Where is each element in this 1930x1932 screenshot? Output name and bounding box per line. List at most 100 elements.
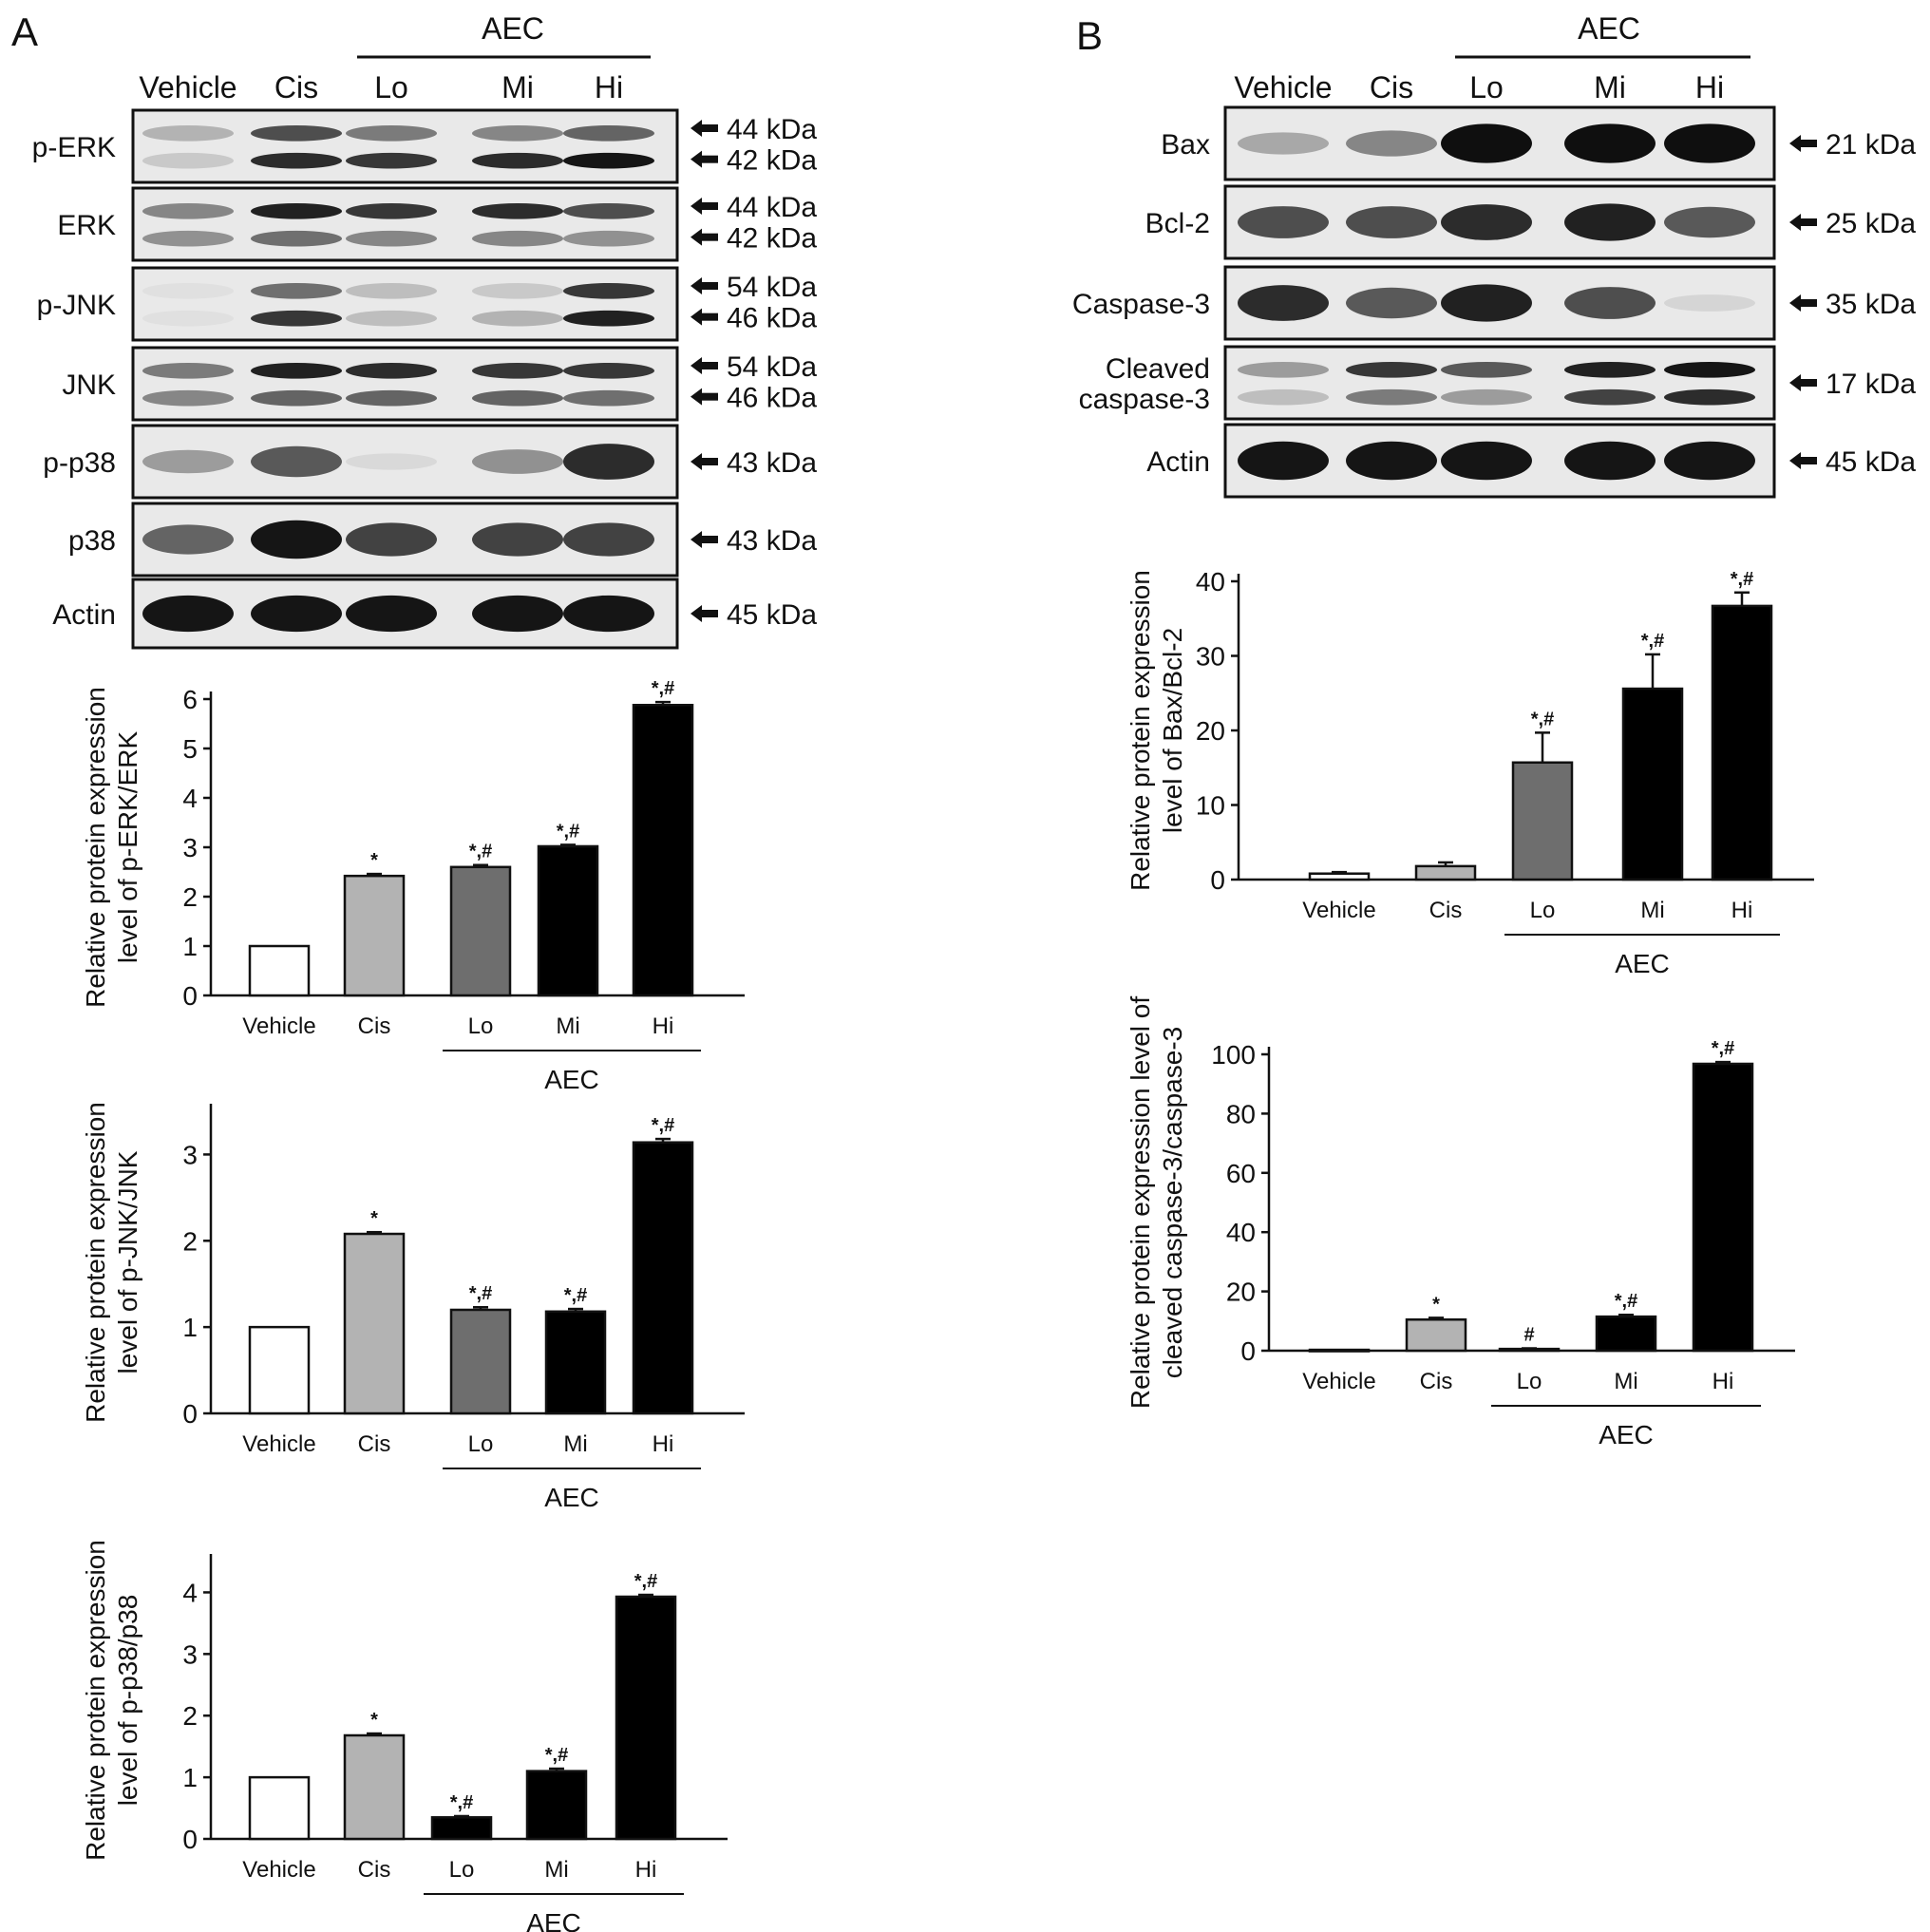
- blot-band: [142, 152, 234, 169]
- blot-band: [1564, 203, 1656, 241]
- group-label: AEC: [544, 1483, 599, 1512]
- marker-label: 42 kDa: [727, 223, 817, 255]
- x-tick-label: Mi: [544, 1857, 568, 1883]
- lane-label-hi: Hi: [1695, 70, 1724, 104]
- marker-label: 46 kDa: [727, 383, 817, 414]
- lane-label-hi: Hi: [595, 70, 623, 104]
- arrow-icon: [691, 198, 718, 215]
- y-tick-label: 40: [1226, 1218, 1256, 1247]
- significance-marker: *,#: [652, 1115, 674, 1136]
- y-tick-label: 3: [182, 1639, 198, 1669]
- blot-band: [346, 124, 437, 142]
- arrow-icon: [1789, 374, 1817, 391]
- marker-label: 17 kDa: [1826, 369, 1916, 400]
- marker-label: 21 kDa: [1826, 129, 1916, 161]
- blot-band: [1346, 287, 1437, 319]
- group-label: AEC: [1599, 1420, 1654, 1449]
- blot-band: [563, 124, 654, 142]
- blot-band: [1441, 204, 1532, 240]
- significance-marker: #: [1523, 1325, 1534, 1346]
- y-tick-label: 2: [182, 882, 198, 912]
- y-tick-label: 60: [1226, 1159, 1256, 1188]
- blot-band: [472, 362, 563, 379]
- bar-charts: 0 1 2 3 4 5 6 Relative protein expression level …: [81, 567, 1814, 1932]
- bar-vehicle: [248, 944, 311, 997]
- significance-marker: *,#: [1712, 1038, 1734, 1059]
- blot-row-bax: Bax 21 kDa: [1161, 105, 1916, 181]
- x-tick-label: Lo: [1530, 898, 1556, 923]
- bar-mi: [537, 844, 599, 997]
- x-tick-label: Mi: [556, 1013, 579, 1039]
- y-tick-label: 1: [182, 1763, 198, 1792]
- bar-vehicle: [1308, 1348, 1371, 1353]
- lane-label-lo: Lo: [374, 70, 408, 104]
- blot-band: [142, 524, 234, 555]
- blot-row-label: p38: [68, 525, 116, 557]
- aec-group-label: AEC: [482, 11, 544, 46]
- blot-band: [472, 230, 563, 247]
- y-axis-label: Relative protein expression level of clea…: [1126, 996, 1187, 1409]
- blot-row-label: Caspase-3: [1072, 289, 1210, 320]
- blot-row-actin: Actin 45 kDa: [52, 578, 817, 650]
- blot-band: [1664, 206, 1755, 238]
- blot-band: [142, 362, 234, 379]
- blot-band: [251, 310, 342, 327]
- blot-band: [1441, 123, 1532, 163]
- marker-label: 44 kDa: [727, 114, 817, 145]
- blot-row-label: p-p38: [43, 447, 116, 479]
- significance-marker: *,#: [1641, 631, 1664, 652]
- significance-marker: *: [370, 850, 378, 871]
- blot-band: [346, 453, 437, 470]
- y-tick-label: 4: [182, 1578, 198, 1607]
- y-tick-label: 80: [1226, 1099, 1256, 1128]
- blot-band: [472, 595, 563, 633]
- blot-band: [472, 152, 563, 169]
- bar-mi: [544, 1310, 607, 1415]
- bar-lo: [449, 1308, 512, 1415]
- blot-band: [1664, 123, 1755, 163]
- significance-marker: *,#: [469, 1283, 492, 1304]
- lane-label-lo: Lo: [1469, 70, 1504, 104]
- blot-band: [1441, 361, 1532, 378]
- blot-band: [251, 124, 342, 142]
- marker-label: 25 kDa: [1826, 208, 1916, 239]
- blot-band: [563, 522, 654, 557]
- blot-band: [251, 520, 342, 559]
- x-tick-label: Cis: [1420, 1369, 1453, 1394]
- blot-band: [563, 444, 654, 480]
- blot-band: [251, 389, 342, 407]
- y-axis-label: Relative protein expression level of p-p3…: [81, 1540, 142, 1861]
- x-tick-label: Cis: [358, 1431, 391, 1457]
- blot-row-label: Actin: [52, 599, 116, 631]
- y-tick-label: 1: [182, 932, 198, 961]
- x-tick-label: Vehicle: [1302, 898, 1375, 923]
- x-tick-label: Vehicle: [242, 1857, 315, 1883]
- arrow-icon: [691, 531, 718, 548]
- x-tick-label: Vehicle: [242, 1431, 315, 1457]
- blot-strip: [131, 266, 679, 342]
- bar-mi: [525, 1770, 588, 1841]
- significance-marker: *,#: [634, 1571, 657, 1592]
- significance-marker: *,#: [450, 1792, 473, 1813]
- bar-chart-2: 0 1 2 3 Relative protein expression level of …: [81, 1102, 745, 1512]
- blot-band: [472, 449, 563, 474]
- arrow-icon: [691, 308, 718, 326]
- blot-band: [472, 124, 563, 142]
- bar-hi: [632, 703, 694, 997]
- arrow-icon: [691, 357, 718, 374]
- arrow-icon: [1789, 294, 1817, 312]
- blot-band: [1564, 123, 1656, 163]
- blot-band: [563, 310, 654, 327]
- blot-band: [1441, 284, 1532, 322]
- panel-letter-a: A: [11, 9, 38, 54]
- blot-band: [1664, 388, 1755, 406]
- bar-lo: [449, 865, 512, 997]
- y-tick-label: 6: [182, 685, 198, 714]
- blot-row-label: Actin: [1146, 446, 1210, 478]
- lane-label-cis: Cis: [1370, 70, 1413, 104]
- bar-chart-3: 0 1 2 3 4 Relative protein expression level of…: [81, 1540, 728, 1932]
- y-tick-label: 4: [182, 784, 198, 813]
